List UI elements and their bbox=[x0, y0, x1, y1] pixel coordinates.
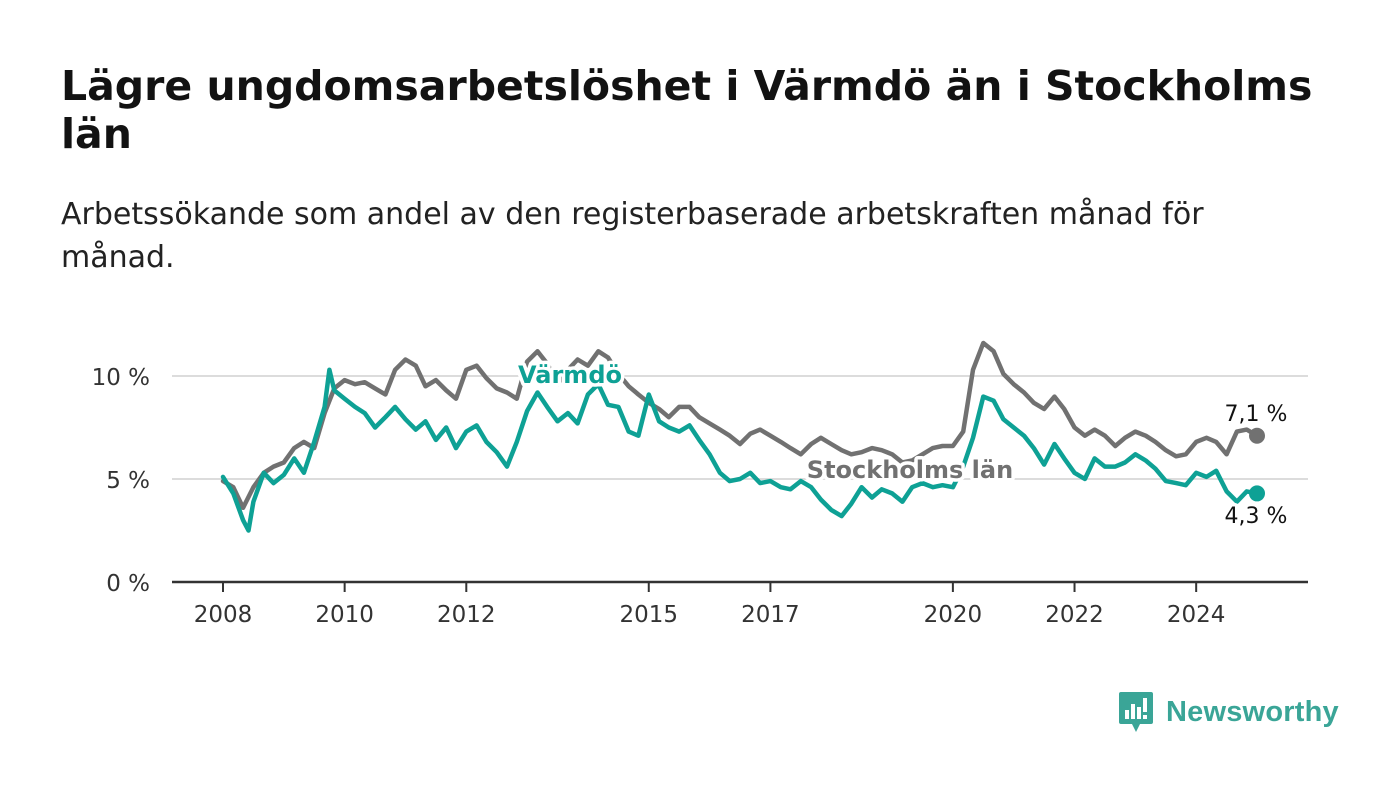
x-tick-label: 2008 bbox=[194, 602, 253, 628]
series-label-stockholms-lan: Stockholms län bbox=[807, 456, 1013, 484]
end-label-stockholms-lan-halo: 7,1 % bbox=[1225, 402, 1288, 427]
series-label-varmdo: Värmdö bbox=[518, 361, 622, 389]
x-axis: 2008 2010 2012 2015 2017 2020 2022 2024 bbox=[172, 580, 1308, 628]
y-tick-label: 10 % bbox=[92, 365, 150, 391]
x-tick-label: 2020 bbox=[924, 602, 983, 628]
end-point-varmdo bbox=[1249, 485, 1265, 502]
end-label-varmdo: 4,3 % bbox=[1225, 504, 1288, 529]
x-tick-label: 2010 bbox=[315, 602, 374, 628]
series-line-varmdo bbox=[220, 367, 1260, 533]
y-tick-label: 5 % bbox=[106, 468, 150, 494]
x-tick-label: 2024 bbox=[1167, 602, 1226, 628]
end-label-varmdo-halo: 4,3 % bbox=[1225, 504, 1288, 529]
series-line-stockholms-lan bbox=[220, 340, 1260, 511]
chart-title: Lägre ungdomsarbetslöshet i Värmdö än i … bbox=[61, 62, 1313, 158]
newsworthy-logo[interactable]: Newsworthy bbox=[1118, 690, 1339, 734]
end-label-stockholms-lan: 7,1 % bbox=[1225, 402, 1288, 427]
series-lines bbox=[220, 340, 1265, 533]
x-tick-label: 2012 bbox=[437, 602, 496, 628]
series-label-varmdo-halo: Värmdö bbox=[518, 361, 622, 389]
y-tick-label: 0 % bbox=[106, 571, 150, 597]
x-tick-label: 2017 bbox=[741, 602, 800, 628]
end-point-stockholms-lan bbox=[1249, 427, 1265, 444]
chart-subtitle: Arbetssökande som andel av den registerb… bbox=[61, 197, 1204, 275]
series-label-stockholms-lan-halo: Stockholms län bbox=[807, 456, 1013, 484]
x-tick-label: 2022 bbox=[1045, 602, 1104, 628]
x-tick-label: 2015 bbox=[619, 602, 678, 628]
newsworthy-logo-text: Newsworthy bbox=[1166, 695, 1339, 728]
newsworthy-logo-icon bbox=[1119, 692, 1153, 732]
